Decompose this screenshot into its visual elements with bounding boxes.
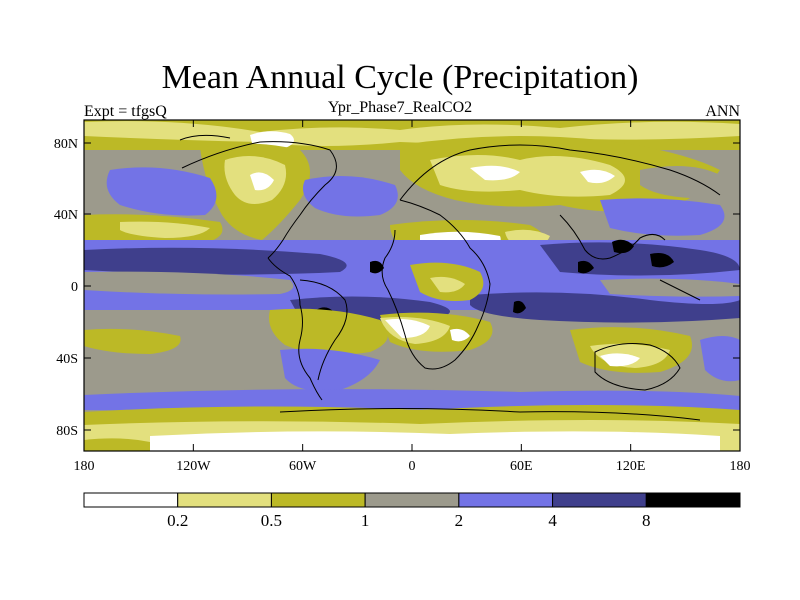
lat-tick-label: 0 (71, 280, 78, 295)
lon-tick-label: 120W (176, 459, 211, 474)
colorbar-swatch (552, 492, 647, 508)
season-label: ANN (705, 103, 740, 120)
colorbar: 0.2 0.5 1 2 4 8 (83, 492, 741, 530)
lon-tick-label: 180 (74, 459, 95, 474)
lon-tick-label: 120E (616, 459, 646, 474)
colorbar-swatch (364, 492, 460, 508)
colorbar-label: 0.2 (167, 511, 188, 530)
colorbar-swatch (458, 492, 554, 508)
lat-tick-label: 40N (54, 208, 78, 223)
lat-tick-label: 80N (54, 137, 78, 152)
lat-tick-label: 80S (56, 424, 78, 439)
longitude-axis: 180 120W 60W 0 60E 120E 180 (74, 120, 751, 474)
colorbar-swatch (270, 492, 366, 508)
colorbar-label: 8 (642, 511, 651, 530)
lon-tick-label: 60W (289, 459, 317, 474)
coastlines (179, 134, 721, 421)
lon-tick-label: 0 (409, 459, 416, 474)
lat-tick-label: 40S (56, 352, 78, 367)
lon-tick-label: 60E (510, 459, 533, 474)
colorbar-swatch (83, 492, 179, 508)
colorbar-label: 0.5 (261, 511, 282, 530)
plot-title: Mean Annual Cycle (Precipitation) (161, 59, 639, 96)
lon-tick-label: 180 (730, 459, 751, 474)
colorbar-swatch (645, 492, 741, 508)
colorbar-label: 1 (361, 511, 370, 530)
latitude-axis: 80N 40N 0 40S 80S (54, 137, 740, 439)
colorbar-swatch (177, 492, 272, 508)
colorbar-label: 2 (455, 511, 464, 530)
colorbar-label: 4 (548, 511, 557, 530)
precipitation-field (84, 120, 740, 451)
experiment-label: Expt = tfgsQ (84, 103, 167, 120)
plot-subtitle: Ypr_Phase7_RealCO2 (327, 99, 473, 116)
